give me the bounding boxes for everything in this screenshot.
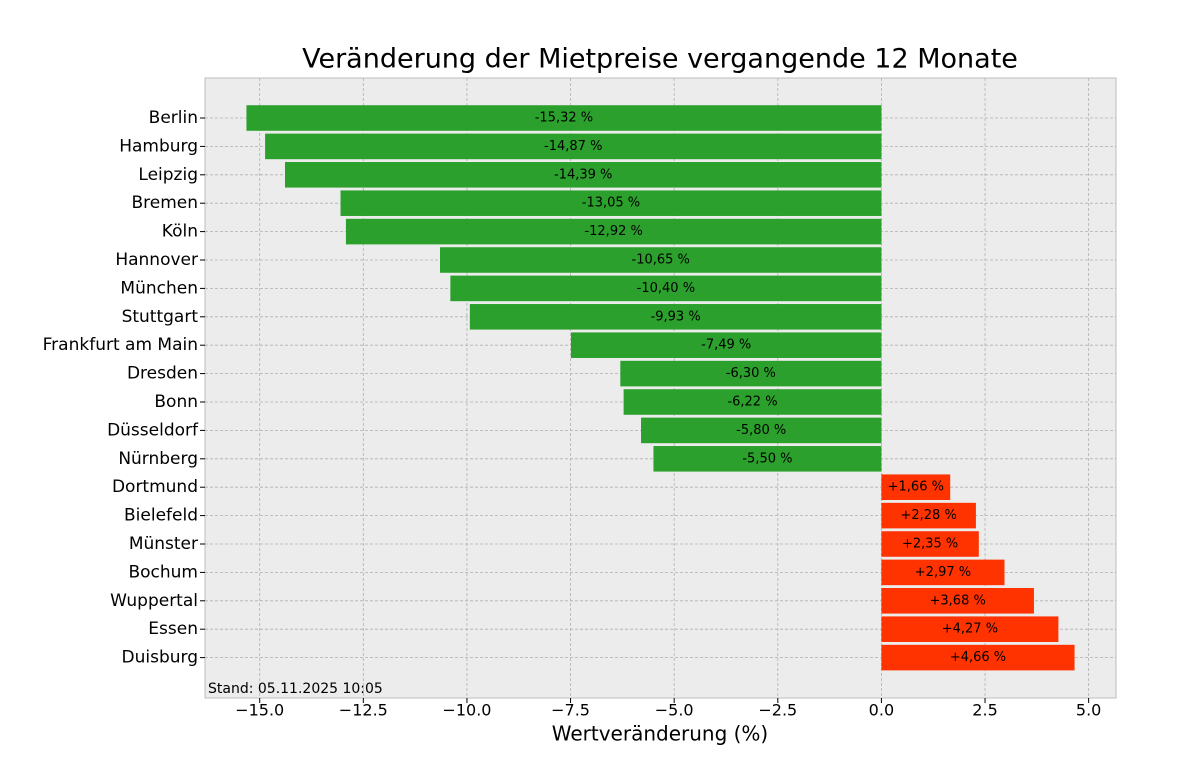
bar xyxy=(641,417,882,444)
y-tick-label: Hamburg xyxy=(119,136,198,156)
x-tick-label: −2.5 xyxy=(758,701,797,720)
value-label: +3,68 % xyxy=(930,593,986,608)
x-tick-label: 0.0 xyxy=(869,701,894,720)
value-label: -5,50 % xyxy=(742,451,792,466)
y-tick-label: Essen xyxy=(148,619,198,639)
y-tick-label: Bochum xyxy=(128,562,198,582)
bar xyxy=(469,304,882,330)
value-label: +1,66 % xyxy=(888,480,944,495)
bar xyxy=(265,133,882,160)
bar xyxy=(450,275,882,302)
chart-title: Veränderung der Mietpreise vergangende 1… xyxy=(302,44,1018,75)
bar xyxy=(881,616,1059,642)
bar xyxy=(881,588,1034,614)
bar xyxy=(570,332,882,358)
value-label: +4,66 % xyxy=(950,650,1006,665)
y-tick-label: Bielefeld xyxy=(124,506,198,526)
y-tick-label: München xyxy=(120,278,198,298)
bar xyxy=(440,247,882,273)
bar xyxy=(881,531,979,557)
bar xyxy=(620,360,882,387)
y-tick-label: Dortmund xyxy=(112,477,198,497)
y-tick-label: Bremen xyxy=(131,193,198,213)
y-tick-label: Münster xyxy=(129,534,198,554)
value-label: -14,39 % xyxy=(554,167,612,182)
bar xyxy=(653,446,882,472)
value-label: -10,40 % xyxy=(637,281,695,296)
bar xyxy=(623,389,882,415)
annotation: Stand: 05.11.2025 10:05 xyxy=(208,681,383,697)
bar xyxy=(881,474,951,500)
bar xyxy=(345,218,882,245)
y-tick-label: Hannover xyxy=(115,250,198,270)
x-tick-label: −5.0 xyxy=(655,701,694,720)
value-label: -12,92 % xyxy=(584,224,642,239)
y-tick-label: Berlin xyxy=(149,108,198,128)
y-tick-label: Dresden xyxy=(127,364,198,384)
bar xyxy=(881,644,1075,671)
bar xyxy=(881,559,1005,586)
y-tick-label: Köln xyxy=(162,222,198,242)
value-label: +2,35 % xyxy=(902,537,958,552)
value-label: +2,97 % xyxy=(915,565,971,580)
value-label: -6,22 % xyxy=(727,395,777,410)
y-tick-label: Nürnberg xyxy=(118,449,198,469)
x-tick-label: −15.0 xyxy=(235,701,284,720)
y-tick-label: Düsseldorf xyxy=(107,420,199,440)
y-tick-label: Bonn xyxy=(154,392,198,412)
bar xyxy=(340,190,882,216)
y-tick-label: Leipzig xyxy=(138,165,198,185)
y-tick-label: Duisburg xyxy=(122,648,199,668)
value-label: -13,05 % xyxy=(582,196,640,211)
value-label: -6,30 % xyxy=(726,366,776,381)
y-tick-label: Stuttgart xyxy=(122,307,199,327)
x-tick-label: −7.5 xyxy=(551,701,590,720)
value-label: +2,28 % xyxy=(900,508,956,523)
value-label: +4,27 % xyxy=(942,622,998,637)
y-tick-label: Frankfurt am Main xyxy=(43,335,198,355)
value-label: -7,49 % xyxy=(701,338,751,353)
bar xyxy=(881,502,976,529)
x-tick-label: −12.5 xyxy=(339,701,388,720)
x-axis-label: Wertveränderung (%) xyxy=(552,722,769,746)
x-tick-label: 2.5 xyxy=(972,701,997,720)
y-tick-label: Wuppertal xyxy=(110,591,198,611)
x-tick-label: −10.0 xyxy=(442,701,491,720)
bar xyxy=(246,105,882,131)
value-label: -15,32 % xyxy=(535,111,593,126)
x-tick-label: 5.0 xyxy=(1076,701,1101,720)
value-label: -9,93 % xyxy=(651,309,701,324)
bar xyxy=(284,162,882,188)
value-label: -14,87 % xyxy=(544,139,602,154)
value-label: -10,65 % xyxy=(632,253,690,268)
value-label: -5,80 % xyxy=(736,423,786,438)
